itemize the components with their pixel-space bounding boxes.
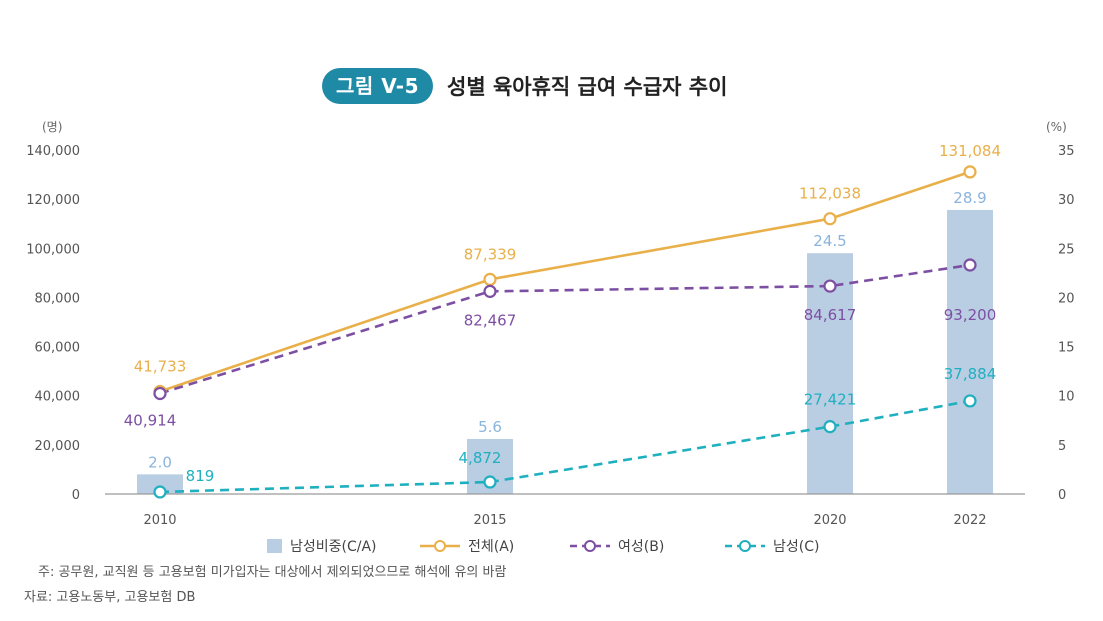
legend-label: 여성(B) — [618, 539, 664, 555]
line-value-label: 40,914 — [124, 411, 177, 429]
bar-value-label: 28.9 — [953, 189, 986, 207]
legend-label: 전체(A) — [468, 539, 514, 555]
legend-swatch-bar — [267, 539, 282, 553]
line-point-1 — [153, 386, 167, 401]
bar-male-share — [807, 253, 853, 494]
line-point-0 — [483, 272, 497, 286]
line-point-1 — [823, 279, 837, 293]
y-left-tick: 0 — [72, 488, 80, 503]
note-text: 주: 공무원, 교직원 등 고용보험 미가입자는 대상에서 제외되었으므로 해석… — [38, 565, 507, 580]
y-left-tick: 140,000 — [26, 144, 80, 159]
line-value-label: 819 — [186, 467, 215, 485]
figure-header: 그림 V-5 성별 육아휴직 급여 수급자 추이 — [322, 68, 727, 104]
y-left-unit: (명) — [42, 120, 62, 134]
line-point-1 — [963, 258, 977, 272]
x-tick-label: 2015 — [473, 513, 506, 528]
figure-title: 성별 육아휴직 급여 수급자 추이 — [447, 75, 728, 99]
source-text: 자료: 고용노동부, 고용보험 DB — [24, 590, 196, 605]
line-series-0 — [159, 170, 971, 393]
y-right-tick: 15 — [1058, 341, 1075, 356]
bar-male-share — [947, 209, 993, 494]
line-value-label: 87,339 — [464, 245, 517, 263]
line-series-1 — [159, 263, 971, 395]
line-value-label: 37,884 — [944, 365, 997, 383]
legend-label: 남성(C) — [773, 539, 819, 555]
line-value-label: 82,467 — [464, 311, 517, 329]
line-value-label: 131,084 — [939, 142, 1001, 160]
y-right-tick: 5 — [1058, 439, 1066, 454]
line-point-0 — [963, 165, 977, 179]
y-left-tick: 60,000 — [35, 341, 81, 356]
y-right-unit: (%) — [1046, 120, 1067, 134]
line-point-2 — [153, 485, 167, 499]
bar-male-share — [137, 474, 183, 494]
y-right-tick: 20 — [1058, 291, 1075, 306]
line-value-label: 4,872 — [459, 449, 502, 467]
legend-swatch-marker — [584, 540, 596, 552]
y-left-tick: 80,000 — [35, 291, 81, 306]
y-right-tick: 0 — [1058, 488, 1066, 503]
line-series-2 — [159, 399, 971, 494]
x-tick-label: 2010 — [143, 513, 176, 528]
bar-value-label: 24.5 — [813, 232, 846, 250]
legend-swatch-marker — [434, 540, 446, 552]
y-right-tick: 10 — [1058, 390, 1075, 405]
line-value-label: 84,617 — [804, 306, 857, 324]
y-right-tick: 30 — [1058, 193, 1075, 208]
y-right-tick: 25 — [1058, 242, 1075, 257]
line-value-label: 93,200 — [944, 306, 997, 324]
figure-notes: 주: 공무원, 교직원 등 고용보험 미가입자는 대상에서 제외되었으므로 해석… — [24, 560, 506, 610]
x-tick-label: 2022 — [953, 513, 986, 528]
legend-swatch-marker — [739, 540, 751, 552]
line-point-2 — [963, 394, 977, 408]
legend-label: 남성비중(C/A) — [290, 539, 377, 555]
line-point-0 — [823, 212, 837, 226]
line-point-2 — [823, 420, 837, 434]
y-right-tick: 35 — [1058, 144, 1075, 159]
figure-badge: 그림 V-5 — [322, 68, 434, 104]
y-left-tick: 120,000 — [26, 193, 80, 208]
line-value-label: 41,733 — [134, 357, 187, 375]
y-left-tick: 100,000 — [26, 242, 80, 257]
y-left-tick: 20,000 — [35, 439, 81, 454]
line-point-2 — [483, 475, 497, 489]
line-value-label: 112,038 — [799, 185, 861, 203]
line-point-1 — [483, 284, 497, 298]
y-left-tick: 40,000 — [35, 390, 81, 405]
line-value-label: 27,421 — [804, 391, 857, 409]
bar-value-label: 5.6 — [478, 418, 502, 436]
x-tick-label: 2020 — [813, 513, 846, 528]
bar-value-label: 2.0 — [148, 453, 172, 471]
